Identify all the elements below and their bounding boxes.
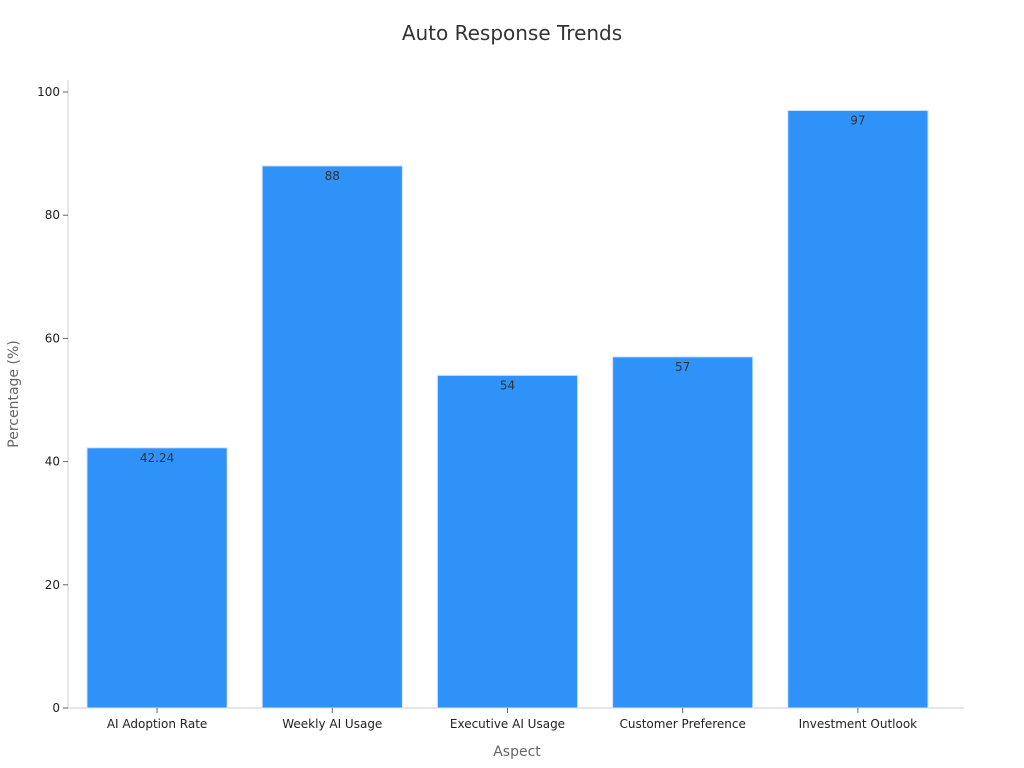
data-label: 97 <box>850 113 865 127</box>
data-labels-group: 42.24 88 54 57 97 <box>140 113 866 464</box>
y-ticks-group: 0 20 40 60 80 100 <box>37 85 68 715</box>
y-tick-label: 40 <box>45 455 60 469</box>
x-axis-label: Aspect <box>493 744 541 760</box>
bar-investment-outlook <box>787 109 929 709</box>
bar-executive-ai-usage <box>436 374 579 709</box>
bars-group <box>86 109 929 709</box>
data-label: 57 <box>675 360 690 374</box>
y-tick-label: 80 <box>45 208 60 222</box>
x-tick-label: Executive AI Usage <box>450 717 565 731</box>
x-tick-label: Investment Outlook <box>799 717 918 731</box>
chart-title: Auto Response Trends <box>402 21 622 45</box>
y-tick-label: 0 <box>52 701 60 715</box>
bar-customer-preference <box>612 356 754 709</box>
x-tick-label: AI Adoption Rate <box>107 717 207 731</box>
x-tick-label: Customer Preference <box>619 717 745 731</box>
y-tick-label: 60 <box>45 331 60 345</box>
data-label: 54 <box>500 378 515 392</box>
bar-weekly-ai-usage <box>261 165 403 709</box>
bar-ai-adoption-rate <box>86 447 228 709</box>
x-ticks-group: AI Adoption Rate Weekly AI Usage Executive… <box>107 708 917 731</box>
y-axis-label: Percentage (%) <box>6 340 22 447</box>
x-tick-label: Weekly AI Usage <box>282 717 382 731</box>
data-label: 42.24 <box>140 451 174 465</box>
y-tick-label: 20 <box>45 578 60 592</box>
data-label: 88 <box>325 169 340 183</box>
y-tick-label: 100 <box>37 85 60 99</box>
